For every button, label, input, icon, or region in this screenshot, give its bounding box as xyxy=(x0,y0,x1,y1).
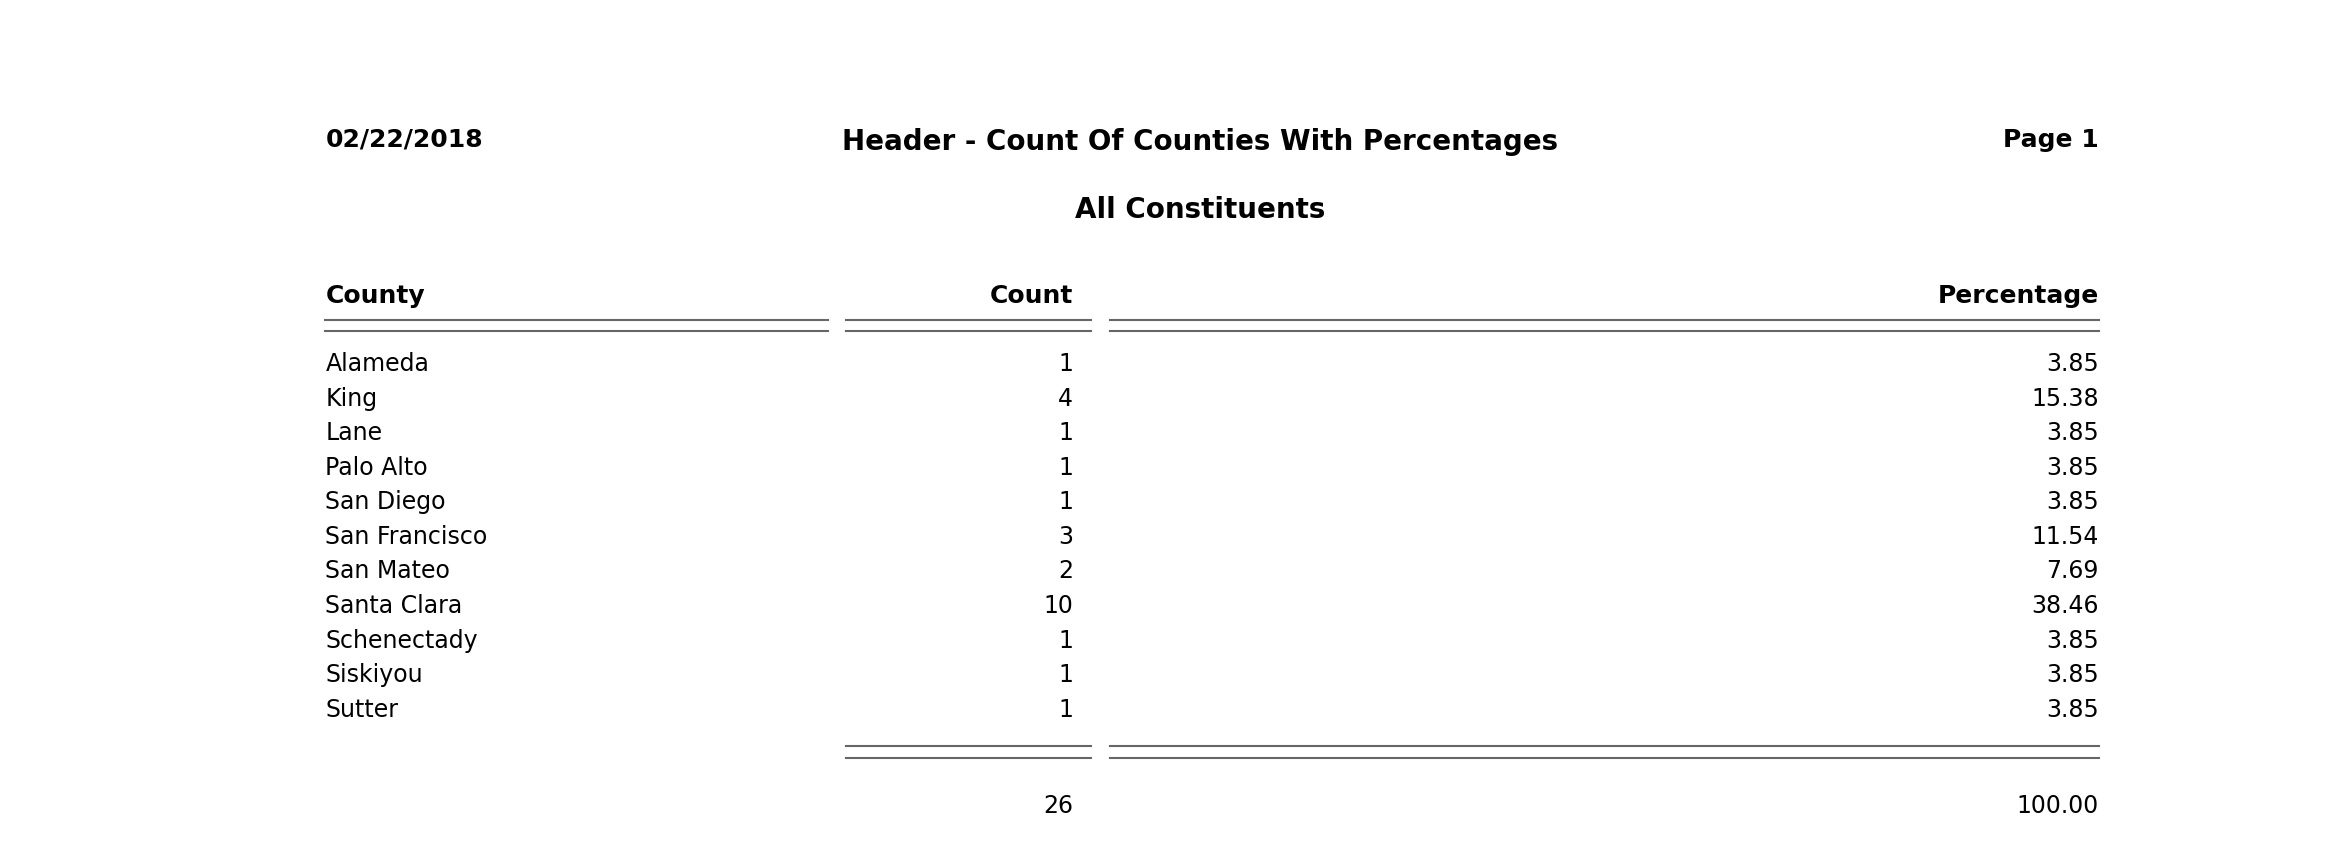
Text: King: King xyxy=(326,387,377,411)
Text: 15.38: 15.38 xyxy=(2031,387,2098,411)
Text: 38.46: 38.46 xyxy=(2031,594,2098,618)
Text: Page 1: Page 1 xyxy=(2002,128,2098,151)
Text: San Diego: San Diego xyxy=(326,491,445,514)
Text: 100.00: 100.00 xyxy=(2016,794,2098,818)
Text: Santa Clara: Santa Clara xyxy=(326,594,464,618)
Text: 3.85: 3.85 xyxy=(2047,456,2098,480)
Text: 2: 2 xyxy=(1059,559,1073,584)
Text: 1: 1 xyxy=(1059,456,1073,480)
Text: 3.85: 3.85 xyxy=(2047,421,2098,445)
Text: 1: 1 xyxy=(1059,352,1073,376)
Text: Count: Count xyxy=(991,284,1073,308)
Text: 1: 1 xyxy=(1059,663,1073,687)
Text: County: County xyxy=(326,284,424,308)
Text: 10: 10 xyxy=(1042,594,1073,618)
Text: 1: 1 xyxy=(1059,491,1073,514)
Text: 3.85: 3.85 xyxy=(2047,698,2098,722)
Text: 11.54: 11.54 xyxy=(2031,525,2098,549)
Text: 4: 4 xyxy=(1059,387,1073,411)
Text: Header - Count Of Counties With Percentages: Header - Count Of Counties With Percenta… xyxy=(843,128,1557,156)
Text: 3: 3 xyxy=(1059,525,1073,549)
Text: Alameda: Alameda xyxy=(326,352,429,376)
Text: San Francisco: San Francisco xyxy=(326,525,487,549)
Text: 1: 1 xyxy=(1059,698,1073,722)
Text: All Constituents: All Constituents xyxy=(1075,196,1326,224)
Text: 1: 1 xyxy=(1059,421,1073,445)
Text: 3.85: 3.85 xyxy=(2047,491,2098,514)
Text: San Mateo: San Mateo xyxy=(326,559,450,584)
Text: 1: 1 xyxy=(1059,629,1073,652)
Text: 02/22/2018: 02/22/2018 xyxy=(326,128,482,151)
Text: Sutter: Sutter xyxy=(326,698,398,722)
Text: Lane: Lane xyxy=(326,421,382,445)
Text: 26: 26 xyxy=(1042,794,1073,818)
Text: 3.85: 3.85 xyxy=(2047,663,2098,687)
Text: Siskiyou: Siskiyou xyxy=(326,663,424,687)
Text: Percentage: Percentage xyxy=(1937,284,2098,308)
Text: 3.85: 3.85 xyxy=(2047,352,2098,376)
Text: 3.85: 3.85 xyxy=(2047,629,2098,652)
Text: Palo Alto: Palo Alto xyxy=(326,456,429,480)
Text: Schenectady: Schenectady xyxy=(326,629,478,652)
Text: 7.69: 7.69 xyxy=(2047,559,2098,584)
